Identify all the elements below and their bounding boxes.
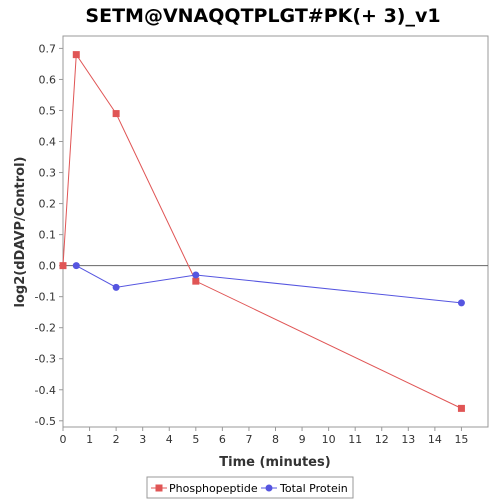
x-tick-label: 10 [322,433,336,446]
x-tick-label: 2 [113,433,120,446]
y-tick-label: -0.2 [35,322,56,335]
data-point-total-protein [457,299,465,307]
x-tick-label: 0 [60,433,67,446]
y-tick-label: 0.4 [39,136,57,149]
series-layer [59,51,465,412]
x-tick-label: 12 [375,433,389,446]
x-tick-label: 13 [401,433,415,446]
x-axis-ticks: 0 1 2 3 4 5 6 7 8 9 10 11 12 13 14 15 [60,427,468,446]
data-point-phosphopeptide [72,51,80,59]
x-axis-label: Time (minutes) [219,455,330,470]
data-point-phosphopeptide [59,262,67,270]
x-tick-label: 15 [454,433,468,446]
x-tick-label: 1 [86,433,93,446]
y-axis-ticks: -0.5 -0.4 -0.3 -0.2 -0.1 0.0 0.1 0.2 0.3 0.4 0.5 0.… [35,42,63,428]
data-point-total-protein [112,283,120,291]
legend-label-total-protein: Total Protein [279,482,348,495]
data-point-phosphopeptide [112,110,120,118]
y-tick-label: 0.5 [39,104,57,117]
data-point-phosphopeptide [192,277,200,285]
series-line-total-protein [76,265,462,304]
data-point-total-protein [72,262,80,270]
y-tick-label: -0.3 [35,353,56,366]
data-point-phosphopeptide [457,404,465,412]
legend-box [146,476,354,499]
y-tick-label: 0.1 [39,229,57,242]
y-tick-label: 0.6 [39,73,57,86]
y-tick-label: -0.4 [35,384,56,397]
plot-area [62,35,489,428]
y-tick-label: 0.0 [39,260,57,273]
y-tick-label: 0.7 [39,42,57,55]
x-tick-label: 6 [219,433,226,446]
x-tick-label: 3 [139,433,146,446]
x-tick-label: 4 [166,433,173,446]
x-tick-label: 5 [192,433,199,446]
legend-label-phosphopeptide: Phosphopeptide [169,482,258,495]
x-tick-label: 9 [299,433,306,446]
data-point-total-protein [192,271,200,279]
chart-title: SETM@VNAQQTPLGT#PK(+ 3)_v1 [85,5,440,27]
legend-marker-phosphopeptide [155,484,163,492]
y-tick-label: 0.2 [39,198,57,211]
x-tick-label: 7 [245,433,252,446]
legend-marker-total-protein [265,484,273,492]
legend: Phosphopeptide Total Protein [146,476,354,499]
y-tick-label: -0.1 [35,291,56,304]
x-tick-label: 11 [348,433,362,446]
y-tick-label: 0.3 [39,167,57,180]
y-tick-label: -0.5 [35,415,56,428]
x-tick-label: 8 [272,433,279,446]
y-axis-label: log2(dDAVP/Control) [13,157,28,308]
x-tick-label: 14 [428,433,442,446]
